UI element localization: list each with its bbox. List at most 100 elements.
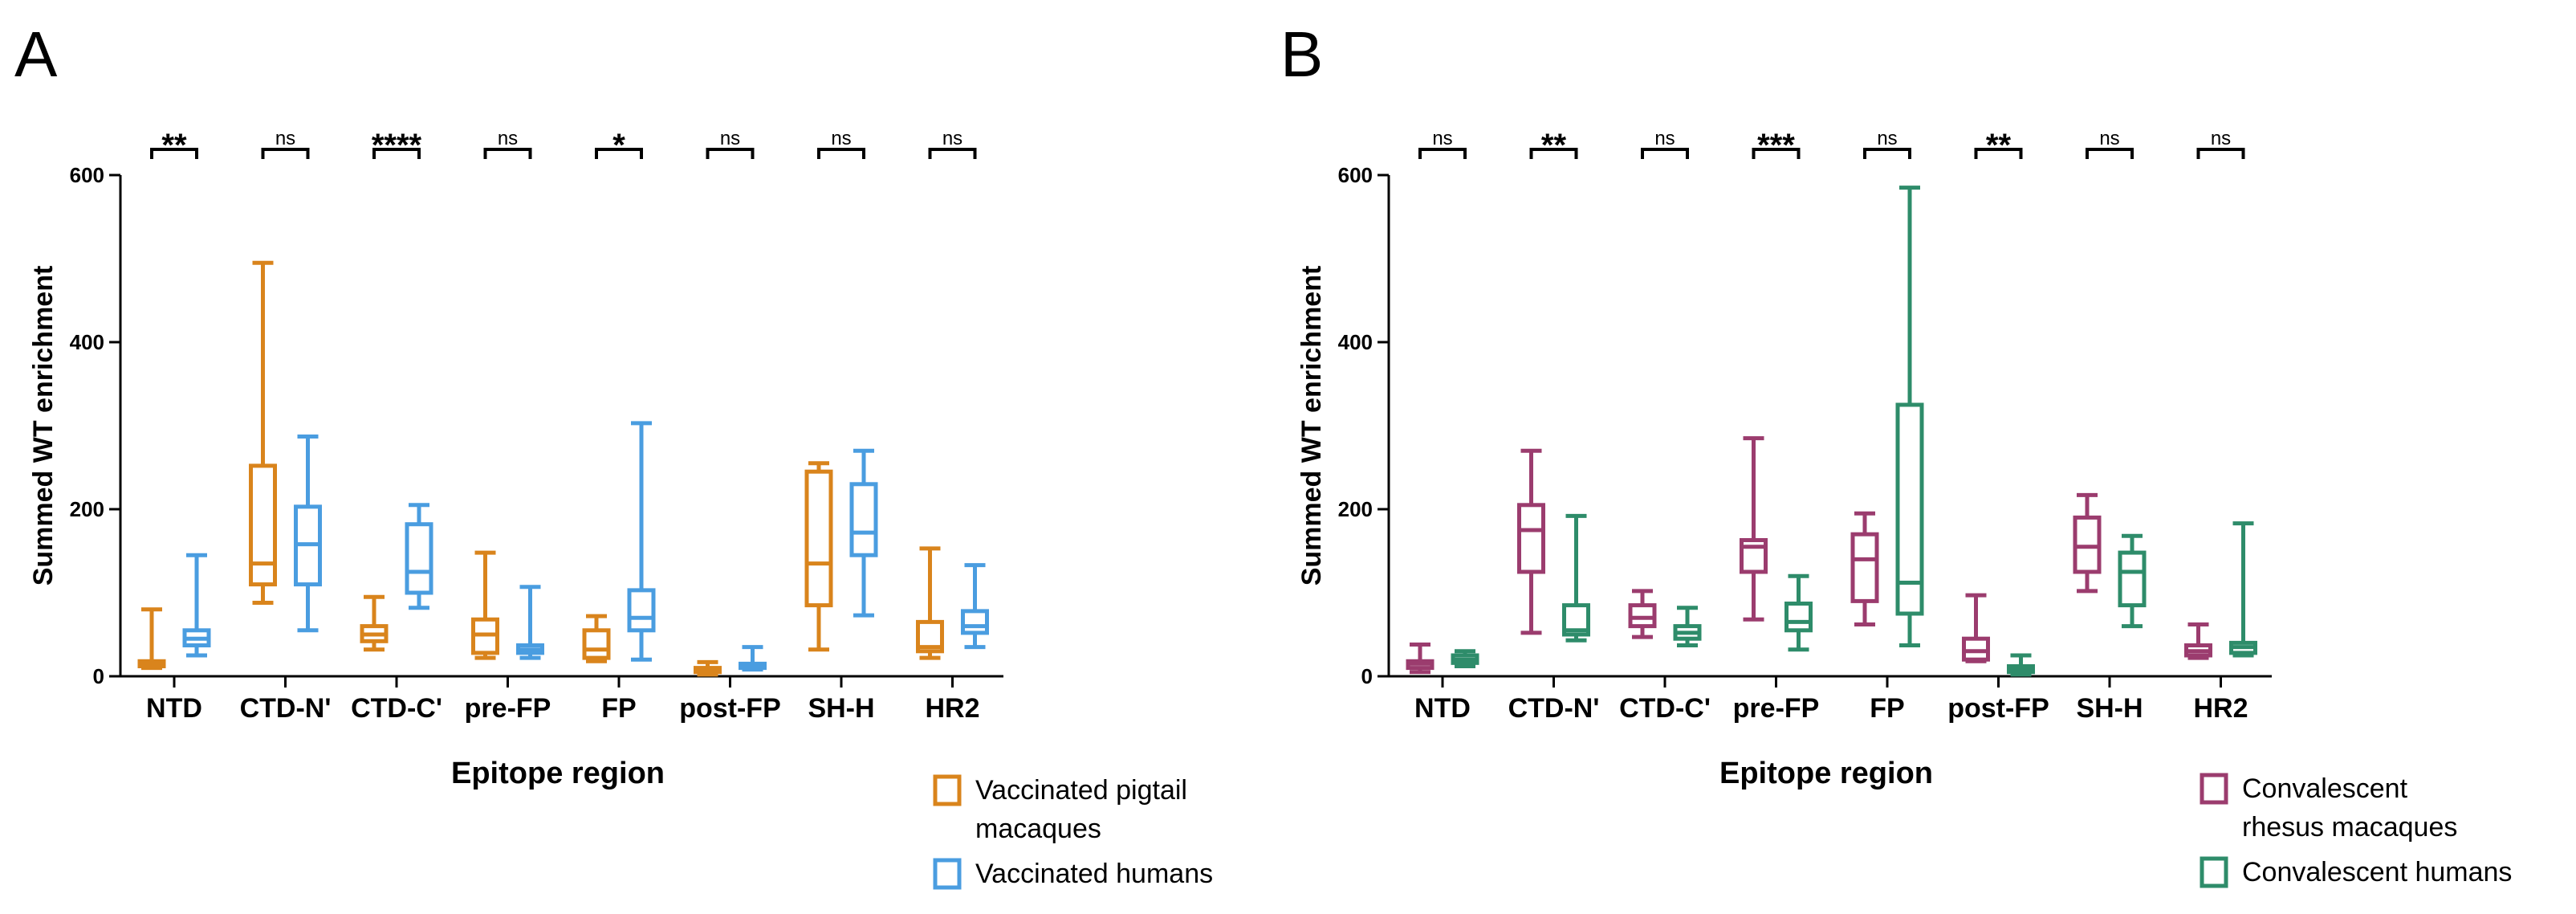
legend-label: Convalescent humans	[2242, 857, 2512, 887]
significance-bracket	[1418, 148, 1467, 159]
box-convalescent-rhesus-macaques	[1740, 436, 1768, 622]
significance-label: **	[161, 128, 187, 163]
legend-label-line: Vaccinated pigtail	[975, 775, 1187, 806]
legend-swatch	[933, 774, 962, 806]
significance-bracket	[372, 148, 421, 159]
panel-b: B 0 200 400 600 Summed WT enrichment Epitope r…	[1280, 18, 2512, 888]
significance-label: **	[1986, 128, 2012, 163]
y-tick-label: 0	[1361, 664, 1373, 688]
panel-label: A	[14, 18, 58, 90]
significance-bracket	[1974, 148, 2023, 159]
box-convalescent-rhesus-macaques	[2184, 622, 2212, 660]
significance-label: ns	[720, 128, 740, 149]
box-iqr	[1850, 532, 1879, 603]
legend-label-line: Convalescent	[2242, 773, 2408, 804]
box-convalescent-rhesus-macaques	[1962, 593, 1990, 663]
significance-bracket	[2196, 148, 2245, 159]
y-axis-label: Summed WT enrichment	[28, 266, 59, 586]
significance-label: ns	[1654, 128, 1675, 149]
x-axis-label: Epitope region	[1719, 757, 1933, 790]
legend-swatch	[2200, 856, 2228, 888]
significance-bracket	[595, 148, 643, 159]
box-convalescent-humans	[1784, 573, 1813, 652]
box-vaccinated-humans	[849, 448, 878, 618]
x-tick-label: CTD-C'	[1619, 693, 1711, 724]
box-iqr	[916, 619, 944, 654]
significance-bracket	[1752, 148, 1801, 159]
box-vaccinated-humans	[405, 503, 433, 610]
significance-label: ns	[2099, 128, 2119, 149]
x-tick-label: pre-FP	[1733, 693, 1820, 724]
box-convalescent-humans	[1673, 606, 1702, 648]
x-tick-label: NTD	[146, 693, 202, 724]
significance-label: ***	[1757, 128, 1795, 163]
box-convalescent-humans	[2007, 653, 2035, 677]
x-tick-label: HR2	[925, 693, 979, 724]
box-vaccinated-pigtail-macaques	[249, 260, 277, 605]
x-tick-label: HR2	[2193, 693, 2248, 724]
significance-bracket	[1529, 148, 1578, 159]
box-convalescent-rhesus-macaques	[1850, 511, 1879, 627]
legend-label-line: macaques	[975, 814, 1101, 844]
significance-bracket	[706, 148, 755, 159]
box-vaccinated-humans	[961, 563, 989, 650]
box-iqr	[849, 482, 878, 557]
y-tick-label: 200	[1338, 497, 1373, 521]
box-iqr	[1562, 603, 1590, 637]
box-convalescent-rhesus-macaques	[1406, 642, 1435, 675]
x-tick-label: post-FP	[679, 693, 781, 724]
significance-bracket	[1641, 148, 1689, 159]
box-convalescent-rhesus-macaques	[1628, 589, 1657, 639]
significance-bracket	[817, 148, 865, 159]
y-axis-label: Summed WT enrichment	[1296, 266, 1327, 586]
panel-label: B	[1280, 18, 1323, 90]
x-tick-label: FP	[1870, 693, 1904, 724]
box-vaccinated-humans	[516, 585, 544, 660]
box-iqr	[1784, 602, 1813, 633]
box-convalescent-rhesus-macaques	[2073, 492, 2102, 594]
significance-label: *	[612, 128, 625, 163]
legend-item: Convalescent rhesus macaques	[2200, 773, 2457, 843]
box-vaccinated-pigtail-macaques	[916, 546, 944, 660]
box-vaccinated-pigtail-macaques	[804, 461, 833, 652]
box-iqr	[1628, 603, 1657, 629]
x-tick-label: NTD	[1414, 693, 1471, 724]
significance-bracket	[2086, 148, 2134, 159]
x-tick-label: FP	[601, 693, 636, 724]
y-tick-label: 400	[70, 330, 104, 354]
box-iqr	[405, 522, 433, 595]
box-iqr	[804, 469, 833, 608]
x-tick-label: SH-H	[808, 693, 874, 724]
significance-label: ns	[1877, 128, 1897, 149]
y-tick-label: 200	[70, 497, 104, 521]
legend-label-line: Convalescent humans	[2242, 857, 2512, 887]
significance-label: ns	[831, 128, 851, 149]
x-axis-label: Epitope region	[451, 757, 665, 790]
y-tick-label: 0	[93, 664, 104, 688]
box-iqr	[1517, 503, 1545, 574]
legend-swatch	[933, 858, 962, 890]
x-tick-label: CTD-N'	[1508, 693, 1600, 724]
box-iqr	[961, 609, 989, 635]
box-convalescent-humans	[2118, 533, 2147, 629]
legend-label: Vaccinated humans	[975, 859, 1213, 889]
box-vaccinated-humans	[627, 421, 656, 662]
x-tick-label: pre-FP	[465, 693, 551, 724]
box-iqr	[249, 463, 277, 587]
legend-item: Vaccinated pigtail macaques	[933, 774, 1187, 844]
box-iqr	[627, 588, 656, 633]
significance-bracket	[261, 148, 310, 159]
significance-label: ns	[942, 128, 962, 149]
significance-bracket	[1863, 148, 1911, 159]
significance-label: **	[1541, 128, 1567, 163]
legend-label: Convalescent rhesus macaques	[2242, 773, 2457, 843]
x-tick-label: post-FP	[1947, 693, 2049, 724]
significance-bracket	[928, 148, 977, 159]
box-iqr	[2118, 550, 2147, 608]
box-iqr	[2073, 515, 2102, 574]
box-vaccinated-humans	[294, 435, 322, 633]
box-vaccinated-pigtail-macaques	[471, 550, 499, 660]
legend-label-line: rhesus macaques	[2242, 812, 2457, 843]
box-vaccinated-pigtail-macaques	[582, 614, 611, 663]
